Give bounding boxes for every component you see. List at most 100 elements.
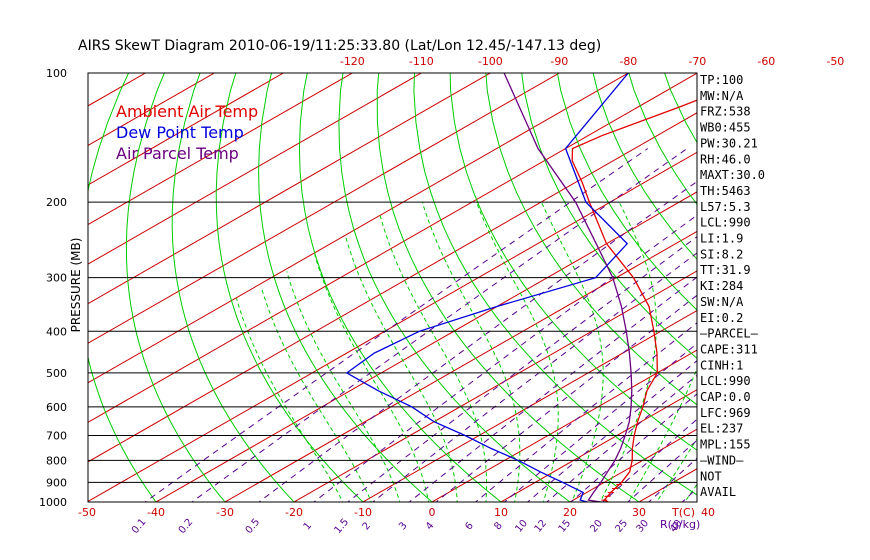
mixing-ratio-label: 15 <box>557 518 574 535</box>
y-axis-label: PRESSURE (MB) <box>69 238 83 333</box>
pressure-tick-label: 100 <box>46 67 67 80</box>
dry-adiabat <box>796 53 870 511</box>
series-ambient-air-temp <box>571 99 697 502</box>
stat-line: LI:1.9 <box>700 232 743 246</box>
stat-line: L57:5.3 <box>700 200 751 214</box>
isotherm <box>154 191 697 502</box>
moist-adiabat <box>379 215 488 502</box>
top-temperature-tick-label: -50 <box>826 55 844 68</box>
moist-adiabat <box>236 298 344 502</box>
mixing-ratio-line <box>435 294 697 502</box>
pressure-tick-label: 600 <box>46 401 67 414</box>
dry-adiabat <box>762 53 870 511</box>
stat-line: TT:31.9 <box>700 263 751 277</box>
legend-air-parcel-temp: Air Parcel Temp <box>116 144 239 163</box>
stat-line: RH:46.0 <box>700 152 751 166</box>
mixing-ratio-labels: 0.1 0.2 0.5 1 1.5 2 3 4 6 8 10 12 15 20 25 30 40 <box>130 517 685 536</box>
moist-adiabat <box>314 254 430 502</box>
isotherm <box>88 73 630 384</box>
stat-line: —WIND— <box>700 453 744 467</box>
dry-adiabat <box>449 73 697 451</box>
stat-line: CAPE:311 <box>700 342 758 356</box>
isotherm <box>88 73 423 265</box>
pressure-tick-label: 800 <box>46 454 67 467</box>
mixing-ratio-label: 20 <box>588 518 605 535</box>
legend-ambient-air-temp: Ambient Air Temp <box>116 102 258 121</box>
pressure-tick-label: 700 <box>46 430 67 443</box>
mixing-ratio-label: 1.5 <box>333 517 352 536</box>
mixing-ratio-label: 2 <box>361 520 374 532</box>
bottom-temperature-tick-label: 40 <box>701 506 715 519</box>
stat-line: PW:30.21 <box>700 136 758 150</box>
isotherm <box>223 230 697 502</box>
moist-adiabat <box>540 201 604 502</box>
mixing-ratio-label: 1 <box>302 520 315 532</box>
moist-adiabat <box>627 367 697 502</box>
pressure-tick-label: 200 <box>46 196 67 209</box>
mixing-ratio-label: 3 <box>397 520 410 532</box>
mixing-ratio-label: 6 <box>463 520 476 532</box>
mixing-ratio-line <box>258 180 697 502</box>
dry-adiabat <box>413 73 697 496</box>
dry-adiabat <box>298 73 502 502</box>
isotherm <box>761 53 870 511</box>
bottom-temperature-tick-label: -20 <box>285 506 303 519</box>
stat-line: MPL:155 <box>700 438 751 452</box>
legend-dew-point-temp: Dew Point Temp <box>116 123 244 142</box>
pressure-tick-label: 900 <box>46 476 67 489</box>
moist-adiabat <box>761 202 870 511</box>
bottom-temperature-tick-label: 20 <box>563 506 577 519</box>
dry-adiabat <box>338 73 571 502</box>
bottom-temperature-tick-label: -50 <box>78 506 96 519</box>
stat-line: SW:N/A <box>700 295 744 309</box>
pressure-tick-label: 400 <box>46 325 67 338</box>
moist-adiabat <box>286 271 401 502</box>
dry-adiabat <box>831 53 870 511</box>
isotherm <box>499 389 697 502</box>
top-temperature-tick-labels: -120-110-100-90-80-70-60-50-40 <box>340 55 844 68</box>
top-temperature-tick-label: -110 <box>409 55 434 68</box>
stat-line: EL:237 <box>700 422 743 436</box>
mixing-ratio-label: 0.5 <box>244 517 263 536</box>
isotherm <box>568 428 697 502</box>
stat-line: NOT <box>700 469 722 483</box>
top-temperature-tick-label: -70 <box>688 55 706 68</box>
mixing-ratio-label: 0.1 <box>130 517 149 536</box>
stat-line: AVAIL <box>700 485 736 499</box>
chart-title: AIRS SkewT Diagram 2010-06-19/11:25:33.8… <box>78 38 601 54</box>
stat-line: SI:8.2 <box>700 247 743 261</box>
dry-adiabat <box>376 73 640 502</box>
mixing-ratio-label: 0.2 <box>177 517 196 536</box>
top-temperature-tick-label: -80 <box>619 55 637 68</box>
bottom-temperature-tick-label: 10 <box>494 506 508 519</box>
pressure-tick-labels: 100 200 300 400 500 600 700 800 900 1000 <box>39 67 67 509</box>
isotherm <box>88 73 561 344</box>
isotherm <box>88 73 285 186</box>
stat-line: LCL:990 <box>700 374 751 388</box>
stat-line: FRZ:538 <box>700 105 751 119</box>
stat-line: EI:0.2 <box>700 311 743 325</box>
moist-adiabat <box>345 235 458 502</box>
top-temperature-tick-label: -90 <box>550 55 568 68</box>
moist-adiabat <box>475 201 559 502</box>
mixing-ratio-line <box>144 148 649 502</box>
mixing-ratio-unit-label: R(g/kg) <box>660 518 700 531</box>
stat-line: KI:284 <box>700 279 743 293</box>
dry-adiabat <box>866 53 870 511</box>
stat-line: LFC:969 <box>700 406 751 420</box>
bottom-temperature-tick-label: -30 <box>216 506 234 519</box>
mixing-ratio-label: 10 <box>513 518 530 535</box>
top-temperature-tick-label: -60 <box>757 55 775 68</box>
dry-adiabat <box>88 73 157 502</box>
stat-line: LCL:990 <box>700 216 751 230</box>
dry-adiabat <box>215 73 364 502</box>
mixing-ratio-line <box>503 343 697 502</box>
stat-line: WB0:455 <box>700 121 751 135</box>
dry-adiabat <box>485 73 697 406</box>
top-temperature-tick-label: -100 <box>478 55 503 68</box>
bottom-temperature-tick-labels: -50 -40 -30 -20 -10 0 10 20 30 40 <box>78 506 715 519</box>
isotherm <box>88 73 354 226</box>
stat-line: MW:N/A <box>700 89 744 103</box>
series-air-parcel-temp <box>503 73 633 502</box>
